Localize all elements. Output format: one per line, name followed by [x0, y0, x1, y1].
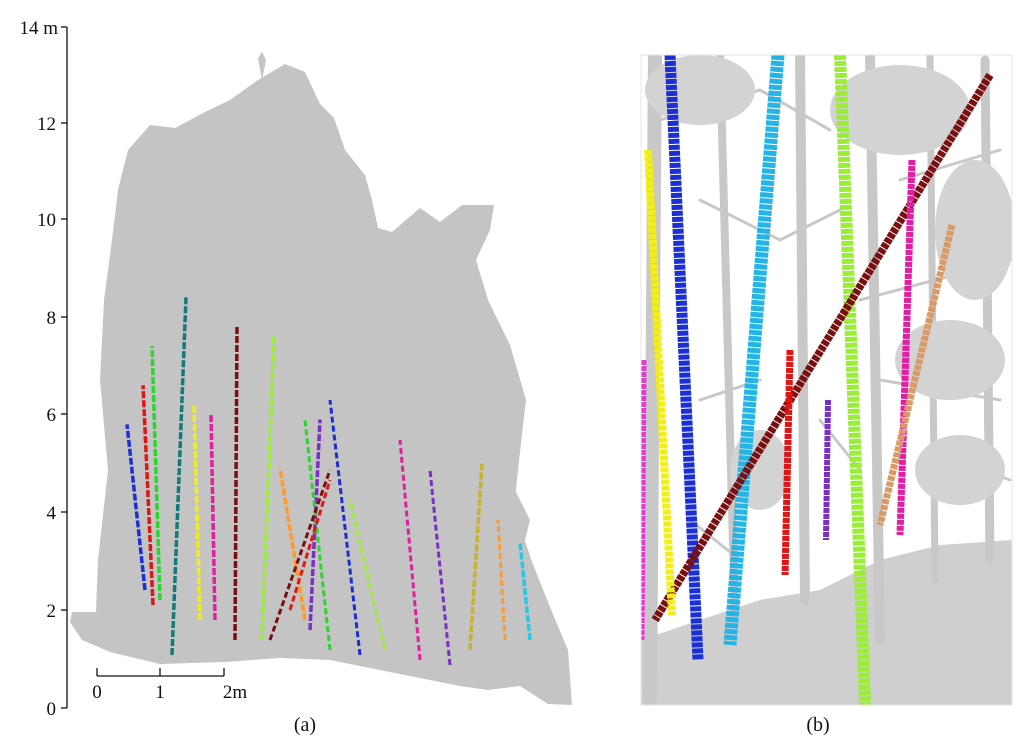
tree-stem	[398, 439, 422, 661]
caption-b: (b)	[806, 714, 829, 736]
stems-a	[125, 297, 532, 666]
tree-stem	[641, 359, 647, 641]
tree-stem	[303, 419, 332, 651]
scale-bar-label: 0	[92, 682, 102, 703]
tree-stem	[150, 346, 162, 601]
tree-stem	[348, 499, 387, 651]
y-tick-label: 0	[47, 699, 57, 720]
scale-bar-label: 2m	[223, 682, 248, 703]
tree-stem	[428, 469, 452, 666]
y-axis-top-label: 14 m	[19, 18, 58, 39]
tree-stem	[170, 297, 188, 656]
tree-stem	[288, 479, 332, 611]
tree-stem	[268, 469, 332, 641]
panel-b-frame	[640, 54, 1013, 706]
y-tick-label: 8	[47, 308, 57, 329]
point-cloud-forest	[641, 55, 1012, 705]
tree-stem	[468, 463, 484, 651]
tree-stem	[209, 414, 217, 621]
panel-a: 0 2 4 6 8 10 12 14 m 0 1 2m (a)	[19, 18, 572, 736]
tree-stem	[823, 399, 831, 541]
y-tick-label: 4	[47, 503, 57, 524]
tree-stem	[896, 159, 916, 536]
tree-stem	[278, 468, 307, 621]
y-tick-label: 10	[37, 210, 56, 231]
tree-stem	[328, 399, 362, 656]
tree-stem	[781, 349, 794, 576]
point-cloud-canopy	[70, 52, 572, 705]
tree-stem	[260, 336, 276, 641]
panel-b: (b)	[640, 54, 1013, 736]
tree-stem	[518, 541, 532, 641]
tree-stem	[496, 519, 507, 641]
tree-stem	[125, 424, 147, 591]
scale-bar	[96, 668, 225, 677]
caption-a: (a)	[294, 714, 316, 736]
y-tick-label: 12	[37, 114, 56, 135]
tree-stem	[876, 224, 956, 526]
tree-stem	[233, 326, 239, 641]
tree-stem	[723, 55, 785, 646]
y-tick-label: 2	[47, 601, 57, 622]
tree-stem	[141, 385, 155, 606]
tree-stem	[651, 72, 994, 623]
stems-b	[641, 55, 994, 705]
tree-stem	[644, 149, 676, 616]
y-axis	[61, 26, 68, 709]
scale-bar-label: 1	[155, 682, 165, 703]
tree-stem	[834, 55, 871, 705]
y-tick-label: 6	[47, 405, 57, 426]
